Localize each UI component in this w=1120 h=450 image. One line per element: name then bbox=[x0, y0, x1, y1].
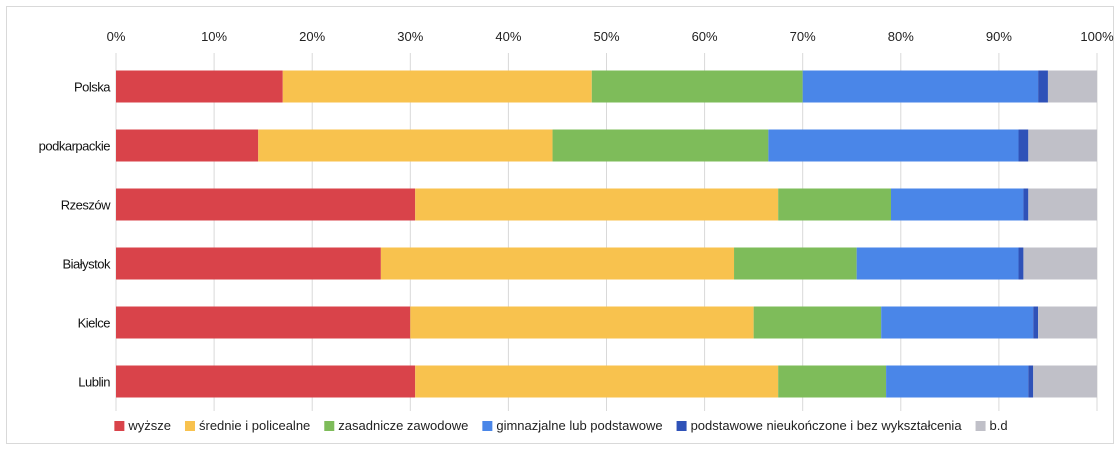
bar-segment bbox=[415, 189, 778, 221]
legend-label: gimnazjalne lub podstawowe bbox=[496, 418, 662, 433]
bar-segment bbox=[592, 71, 803, 103]
bar-segment bbox=[1038, 307, 1097, 339]
bar-segment bbox=[1028, 189, 1097, 221]
x-tick-label: 0% bbox=[107, 29, 126, 44]
bar-segment bbox=[410, 307, 753, 339]
bar-segment bbox=[116, 366, 415, 398]
bar-segment bbox=[1033, 307, 1038, 339]
bar-segment bbox=[778, 189, 891, 221]
bar-segment bbox=[768, 130, 1018, 162]
legend-label: podstawowe nieukończone i bez wykształce… bbox=[691, 418, 963, 433]
category-label: Kielce bbox=[78, 316, 111, 331]
legend-label: b.d bbox=[990, 418, 1008, 433]
bar-segment bbox=[803, 71, 1038, 103]
legend-label: wyższe bbox=[127, 418, 171, 433]
x-tick-label: 10% bbox=[201, 29, 227, 44]
category-label: podkarpackie bbox=[39, 139, 111, 154]
category-label: Polska bbox=[74, 80, 111, 95]
bar-segment bbox=[1019, 130, 1029, 162]
category-label: Białystok bbox=[62, 257, 111, 272]
bar-segment bbox=[258, 130, 552, 162]
gridlines bbox=[116, 53, 1097, 411]
x-axis-ticks: 0% 10% 20% 30% 40% 50% 60% 70% 80% 90% 100% bbox=[107, 29, 1114, 44]
bar-segment bbox=[283, 71, 592, 103]
bar-segment bbox=[1023, 248, 1097, 280]
bar-segment bbox=[381, 248, 734, 280]
category-label: Lublin bbox=[78, 375, 110, 390]
bar-segment bbox=[1019, 248, 1024, 280]
category-labels: Polska podkarpackie Rzeszów Białystok Kielce… bbox=[39, 80, 112, 390]
legend-swatch bbox=[482, 421, 492, 431]
x-tick-label: 60% bbox=[692, 29, 718, 44]
bar-segment bbox=[116, 189, 415, 221]
bar-segment bbox=[891, 189, 1023, 221]
bar-segment bbox=[1028, 366, 1033, 398]
bar-segment bbox=[734, 248, 857, 280]
x-tick-label: 90% bbox=[986, 29, 1012, 44]
legend-label: średnie i policealne bbox=[199, 418, 310, 433]
bar-segment bbox=[857, 248, 1019, 280]
legend-swatch bbox=[677, 421, 687, 431]
bar-segment bbox=[415, 366, 778, 398]
chart-frame: 0% 10% 20% 30% 40% 50% 60% 70% 80% 90% 100% Polska… bbox=[6, 6, 1114, 444]
bar-segment bbox=[1048, 71, 1097, 103]
bar-segment bbox=[1028, 130, 1097, 162]
legend-swatch bbox=[114, 421, 124, 431]
bar-segment bbox=[886, 366, 1028, 398]
x-tick-label: 70% bbox=[790, 29, 816, 44]
bar-segment bbox=[754, 307, 882, 339]
x-tick-label: 40% bbox=[495, 29, 521, 44]
x-tick-label: 100% bbox=[1080, 29, 1114, 44]
x-tick-label: 50% bbox=[593, 29, 619, 44]
stacked-bar-chart: 0% 10% 20% 30% 40% 50% 60% 70% 80% 90% 100% Polska… bbox=[7, 7, 1115, 445]
bar-segment bbox=[553, 130, 769, 162]
bar-segment bbox=[116, 248, 381, 280]
x-tick-label: 20% bbox=[299, 29, 325, 44]
bar-segment bbox=[116, 71, 283, 103]
bar-segment bbox=[778, 366, 886, 398]
bar-segment bbox=[116, 130, 258, 162]
category-label: Rzeszów bbox=[61, 198, 111, 213]
legend-swatch bbox=[324, 421, 334, 431]
bar-segment bbox=[1033, 366, 1097, 398]
bar-segment bbox=[1038, 71, 1048, 103]
bar-segment bbox=[881, 307, 1033, 339]
legend-swatch bbox=[185, 421, 195, 431]
legend-label: zasadnicze zawodowe bbox=[338, 418, 468, 433]
bar-segment bbox=[1023, 189, 1028, 221]
x-tick-label: 80% bbox=[888, 29, 914, 44]
x-tick-label: 30% bbox=[397, 29, 423, 44]
legend-swatch bbox=[976, 421, 986, 431]
legend: wyższe średnie i policealne zasadnicze zaw… bbox=[114, 418, 1007, 433]
bar-segment bbox=[116, 307, 410, 339]
